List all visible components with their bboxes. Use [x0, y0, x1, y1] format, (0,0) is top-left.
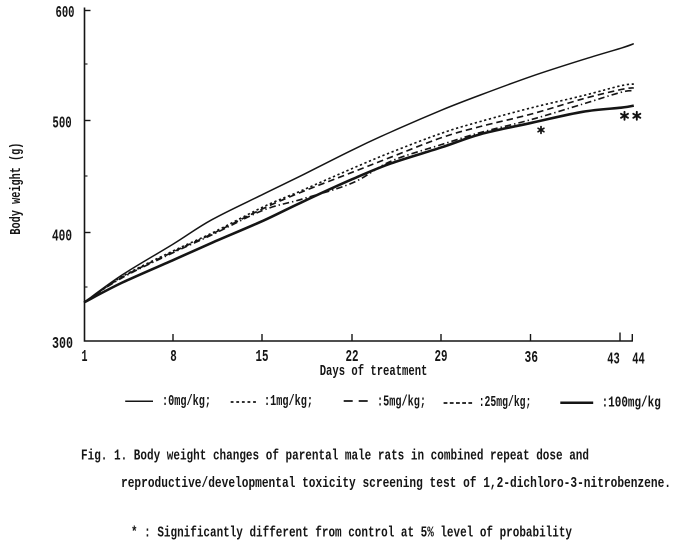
- svg-text:44: 44: [632, 350, 645, 369]
- svg-text::0mg/kg;: :0mg/kg;: [162, 393, 211, 410]
- svg-text::100mg/kg: :100mg/kg: [602, 395, 661, 412]
- svg-text:Days of treatment: Days of treatment: [320, 363, 428, 380]
- svg-text::1mg/kg;: :1mg/kg;: [264, 393, 313, 410]
- svg-text:600: 600: [56, 4, 75, 23]
- svg-text:Body weight (g): Body weight (g): [8, 143, 25, 235]
- svg-text:400: 400: [52, 227, 72, 246]
- svg-text::25mg/kg;: :25mg/kg;: [479, 394, 532, 411]
- svg-text:29: 29: [435, 348, 448, 367]
- svg-text:15: 15: [256, 348, 269, 367]
- svg-text:* : Significantly different fr: * : Significantly different from control…: [131, 525, 572, 542]
- svg-text:1: 1: [82, 348, 88, 367]
- svg-text:8: 8: [170, 348, 177, 367]
- svg-text::5mg/kg;: :5mg/kg;: [377, 393, 426, 410]
- svg-text:22: 22: [346, 348, 359, 367]
- svg-text:reproductive/developmental tox: reproductive/developmental toxicity scre…: [121, 475, 671, 492]
- svg-text:43: 43: [607, 350, 620, 369]
- svg-text:36: 36: [525, 349, 539, 368]
- svg-text:Fig. 1. Body weight changes o: Fig. 1. Body weight changes of parental …: [81, 447, 589, 464]
- svg-text:500: 500: [52, 114, 71, 133]
- svg-text:300: 300: [52, 335, 73, 354]
